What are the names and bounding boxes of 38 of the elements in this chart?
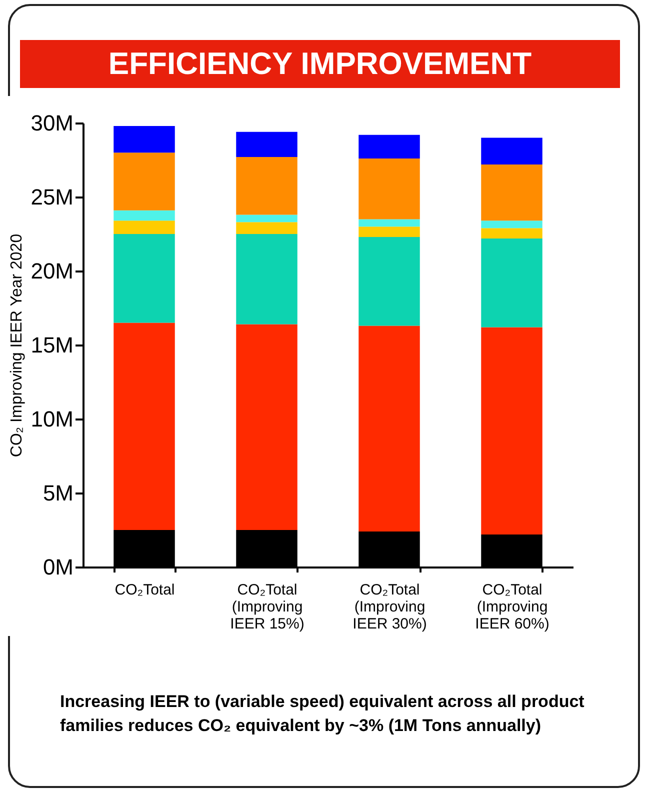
bar <box>114 152 175 210</box>
x-tick-label: CO₂Total (Improving IEER 30%) <box>352 582 427 632</box>
bar <box>236 132 298 158</box>
bar <box>236 214 298 222</box>
bar <box>114 234 175 323</box>
y-tick-label: 25M <box>30 184 74 210</box>
text: Increasing IEER to (variable speed) equivalent across all product families reduces CO₂ equivalent by ~3% (1M Tons annually) <box>60 691 586 737</box>
bar <box>358 134 420 159</box>
bar <box>481 164 542 221</box>
x-tick-label: CO₂Total <box>114 582 175 598</box>
bar <box>481 220 542 228</box>
y-tick-label: 30M <box>30 110 74 136</box>
x-tick-label: CO₂Total (Improving IEER 60%) <box>475 582 550 632</box>
y-tick-label: 20M <box>30 258 74 284</box>
x-tick-label: CO₂Total (Improving IEER 15%) <box>230 582 304 632</box>
bar <box>236 222 298 234</box>
bar <box>358 236 420 326</box>
y-tick-label: 10M <box>30 406 74 432</box>
bar <box>358 219 420 227</box>
bar <box>358 158 420 220</box>
bar <box>236 324 298 530</box>
bar <box>481 327 542 534</box>
y-axis-title: CO₂ Improving IEER Year 2020 <box>8 234 26 458</box>
y-tick-label: 15M <box>30 332 74 358</box>
bar <box>236 157 298 215</box>
chart-title: EFFICIENCY IMPROVEMENT <box>20 40 620 88</box>
y-tick-label: 0M <box>42 554 74 580</box>
y-tick-label: 5M <box>42 480 74 506</box>
bar <box>114 220 175 234</box>
bar <box>481 228 542 238</box>
bar <box>481 138 542 164</box>
bar <box>481 238 542 328</box>
bar <box>114 126 175 153</box>
bar <box>114 210 175 221</box>
bar <box>358 326 420 532</box>
bar <box>236 234 298 324</box>
bar <box>114 322 175 530</box>
bar <box>358 226 420 237</box>
